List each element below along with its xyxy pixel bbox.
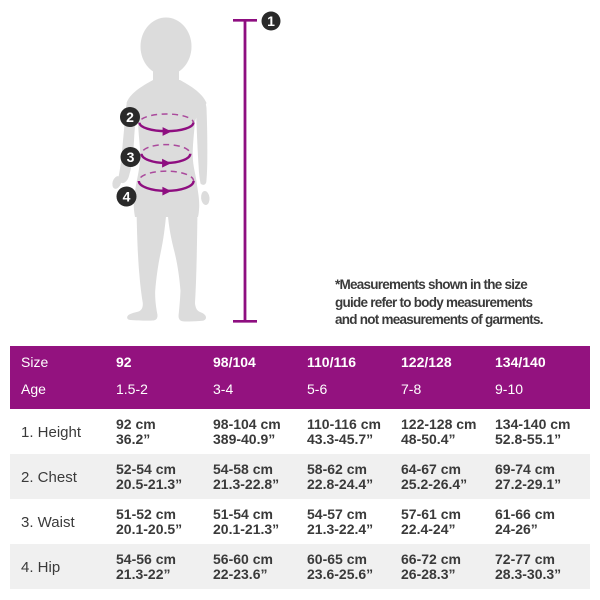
- svg-text:2: 2: [126, 109, 134, 125]
- svg-text:1: 1: [267, 13, 275, 29]
- svg-text:3: 3: [127, 149, 135, 165]
- svg-text:4: 4: [123, 189, 131, 205]
